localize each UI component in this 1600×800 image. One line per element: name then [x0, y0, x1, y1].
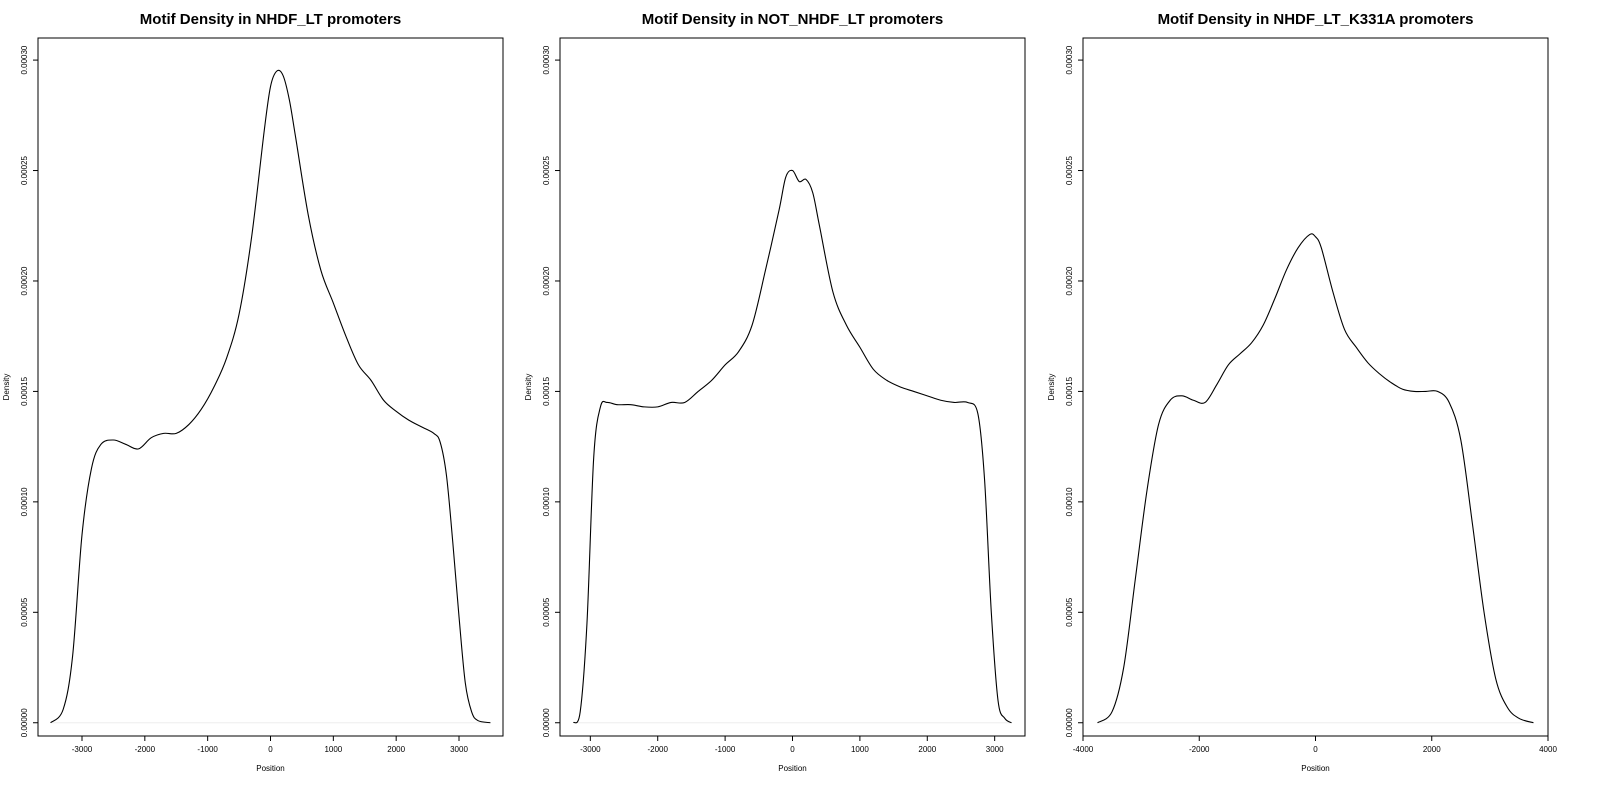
y-axis-label: Density [524, 374, 533, 401]
density-curve [1097, 233, 1534, 724]
y-tick-label: 0.00010 [542, 487, 551, 516]
y-tick-label: 0.00010 [20, 487, 29, 516]
y-tick-label: 0.00015 [542, 376, 551, 405]
y-tick-label: 0.00015 [20, 376, 29, 405]
y-tick-label: 0.00025 [20, 156, 29, 185]
y-tick-label: 0.00020 [1065, 266, 1074, 295]
x-tick-label: 2000 [1423, 745, 1441, 754]
x-axis-label: Position [256, 764, 284, 773]
x-tick-label: 1000 [324, 745, 342, 754]
density-panel-2: Motif Density in NOT_NHDF_LT promoters -3… [524, 11, 1026, 773]
x-tick-label: 1000 [851, 745, 869, 754]
y-axis-label: Density [2, 374, 11, 401]
y-tick-label: 0.00025 [542, 156, 551, 185]
y-tick-label: 0.00030 [1065, 45, 1074, 74]
y-tick-label: 0.00005 [542, 597, 551, 626]
density-panel-1: Motif Density in NHDF_LT promoters -3000 -… [2, 11, 504, 773]
y-tick-label: 0.00020 [542, 266, 551, 295]
y-tick-label: 0.00005 [1065, 597, 1074, 626]
density-curve [573, 169, 1012, 724]
y-tick-label: 0.00030 [542, 45, 551, 74]
x-tick-label: -2000 [135, 745, 156, 754]
y-tick-label: 0.00005 [20, 597, 29, 626]
x-tick-label: -2000 [647, 745, 668, 754]
y-tick-label: 0.00015 [1065, 376, 1074, 405]
y-tick-label: 0.00030 [20, 45, 29, 74]
x-tick-label: 0 [790, 745, 795, 754]
density-panel-3: Motif Density in NHDF_LT_K331A promoters… [1047, 11, 1557, 773]
x-tick-label: 3000 [450, 745, 468, 754]
y-tick-label: 0.00000 [542, 708, 551, 737]
x-axis-label: Position [778, 764, 806, 773]
panel-title: Motif Density in NHDF_LT promoters [140, 11, 401, 28]
panel-title: Motif Density in NHDF_LT_K331A promoters [1158, 11, 1474, 28]
x-tick-label: -1000 [197, 745, 218, 754]
x-tick-label: -3000 [580, 745, 601, 754]
x-tick-label: -2000 [1189, 745, 1210, 754]
y-tick-label: 0.00020 [20, 266, 29, 295]
y-tick-label: 0.00000 [20, 708, 29, 737]
x-tick-label: -3000 [72, 745, 93, 754]
x-axis-label: Position [1301, 764, 1329, 773]
x-tick-label: 0 [268, 745, 273, 754]
x-tick-label: 4000 [1539, 745, 1557, 754]
y-tick-label: 0.00000 [1065, 708, 1074, 737]
y-axis-label: Density [1047, 374, 1056, 401]
x-tick-label: 2000 [387, 745, 405, 754]
x-tick-label: 0 [1313, 745, 1318, 754]
density-curve [50, 69, 491, 724]
x-tick-label: -4000 [1073, 745, 1094, 754]
panel-title: Motif Density in NOT_NHDF_LT promoters [642, 11, 943, 28]
x-tick-label: 2000 [918, 745, 936, 754]
y-tick-label: 0.00010 [1065, 487, 1074, 516]
x-tick-label: 3000 [986, 745, 1004, 754]
y-tick-label: 0.00025 [1065, 156, 1074, 185]
x-tick-label: -1000 [715, 745, 736, 754]
